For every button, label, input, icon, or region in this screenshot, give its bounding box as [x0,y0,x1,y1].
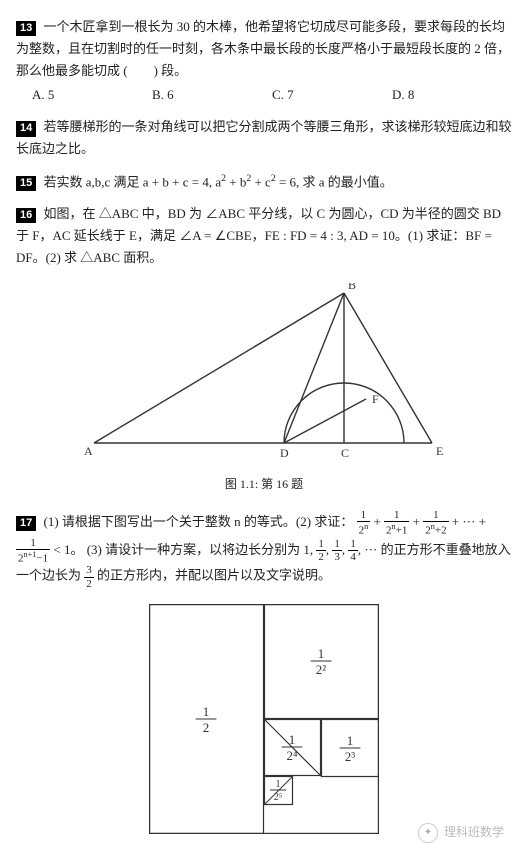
svg-text:B: B [348,283,356,292]
q13-opt-d: D. 8 [392,84,512,106]
frac-term-2: 12n+1 [384,509,409,537]
qnum-16: 16 [16,208,36,223]
figure-16-caption: 图 1.1: 第 16 题 [16,474,512,494]
svg-text:1: 1 [318,646,325,661]
figure-17: 1212²12³12⁴12⁵ [16,604,512,841]
frac-term-1: 12n [357,509,371,537]
q17-part1: (1) 请根据下图写出一个关于整数 n 的等式。(2) 求证： [44,514,354,529]
figure-16-svg: A B C D E F [84,283,444,457]
svg-text:D: D [280,446,289,457]
watermark-text: 理科班数学 [444,822,504,842]
svg-text:1: 1 [276,779,281,790]
frac-3-2: 32 [84,564,94,589]
q17-seq: 1, [303,542,316,557]
qnum-17: 17 [16,516,36,531]
q15-text-4: = 6, 求 a 的最小值。 [279,174,393,189]
svg-text:1: 1 [203,704,210,719]
watermark: ✦ 理科班数学 [418,822,504,842]
figure-16: A B C D E F [16,283,512,464]
svg-text:2³: 2³ [345,749,356,764]
q17-part2: (3) 请设计一种方案，以将边长分别为 [87,542,304,557]
question-16: 16 如图，在 △ABC 中，BD 为 ∠ABC 平分线，以 C 为圆心，CD … [16,203,512,269]
svg-text:C: C [341,446,349,457]
figure-17-svg: 1212²12³12⁴12⁵ [149,604,379,834]
q15-text-3: + c [254,174,270,189]
svg-text:1: 1 [347,733,354,748]
q13-opt-c: C. 7 [272,84,392,106]
qnum-14: 14 [16,121,36,136]
seq-frac-3: 14 [348,538,358,563]
q15-text-1: 若实数 a,b,c 满足 a + b + c = 4, a [44,174,222,189]
qnum-13: 13 [16,21,36,36]
seq-frac-2: 13 [332,538,342,563]
q13-opt-b: B. 6 [152,84,272,106]
wechat-icon: ✦ [418,823,438,843]
svg-text:2: 2 [203,720,210,735]
question-14: 14 若等腰梯形的一条对角线可以把它分割成两个等腰三角形，求该梯形较短底边和较长… [16,116,512,160]
seq-frac-1: 12 [316,538,326,563]
qnum-15: 15 [16,176,36,191]
q13-text: 一个木匠拿到一根长为 30 的木棒，他希望将它切成尽可能多段，要求每段的长均为整… [16,19,510,78]
frac-term-last: 12n+1−1 [16,537,50,565]
q16-text: 如图，在 △ABC 中，BD 为 ∠ABC 平分线，以 C 为圆心，CD 为半径… [16,206,501,265]
question-17: 17 (1) 请根据下图写出一个关于整数 n 的等式。(2) 求证： 12n +… [16,509,512,590]
q14-text: 若等腰梯形的一条对角线可以把它分割成两个等腰三角形，求该梯形较短底边和较长底边之… [16,119,512,156]
frac-term-3: 12n+2 [423,509,448,537]
q15-text-2: + b [229,174,246,189]
q17-part4: 的正方形内，并配以图片以及文字说明。 [97,568,331,583]
svg-text:2⁴: 2⁴ [286,748,298,763]
svg-text:E: E [436,444,443,457]
svg-text:F: F [372,392,379,406]
svg-text:A: A [84,444,93,457]
svg-text:2²: 2² [316,662,327,677]
q13-opt-a: A. 5 [32,84,152,106]
question-15: 15 若实数 a,b,c 满足 a + b + c = 4, a2 + b2 +… [16,171,512,193]
question-13: 13 一个木匠拿到一根长为 30 的木棒，他希望将它切成尽可能多段，要求每段的长… [16,16,512,106]
q17-ineq-tail: < 1。 [53,542,83,557]
q13-options: A. 5 B. 6 C. 7 D. 8 [32,84,512,106]
